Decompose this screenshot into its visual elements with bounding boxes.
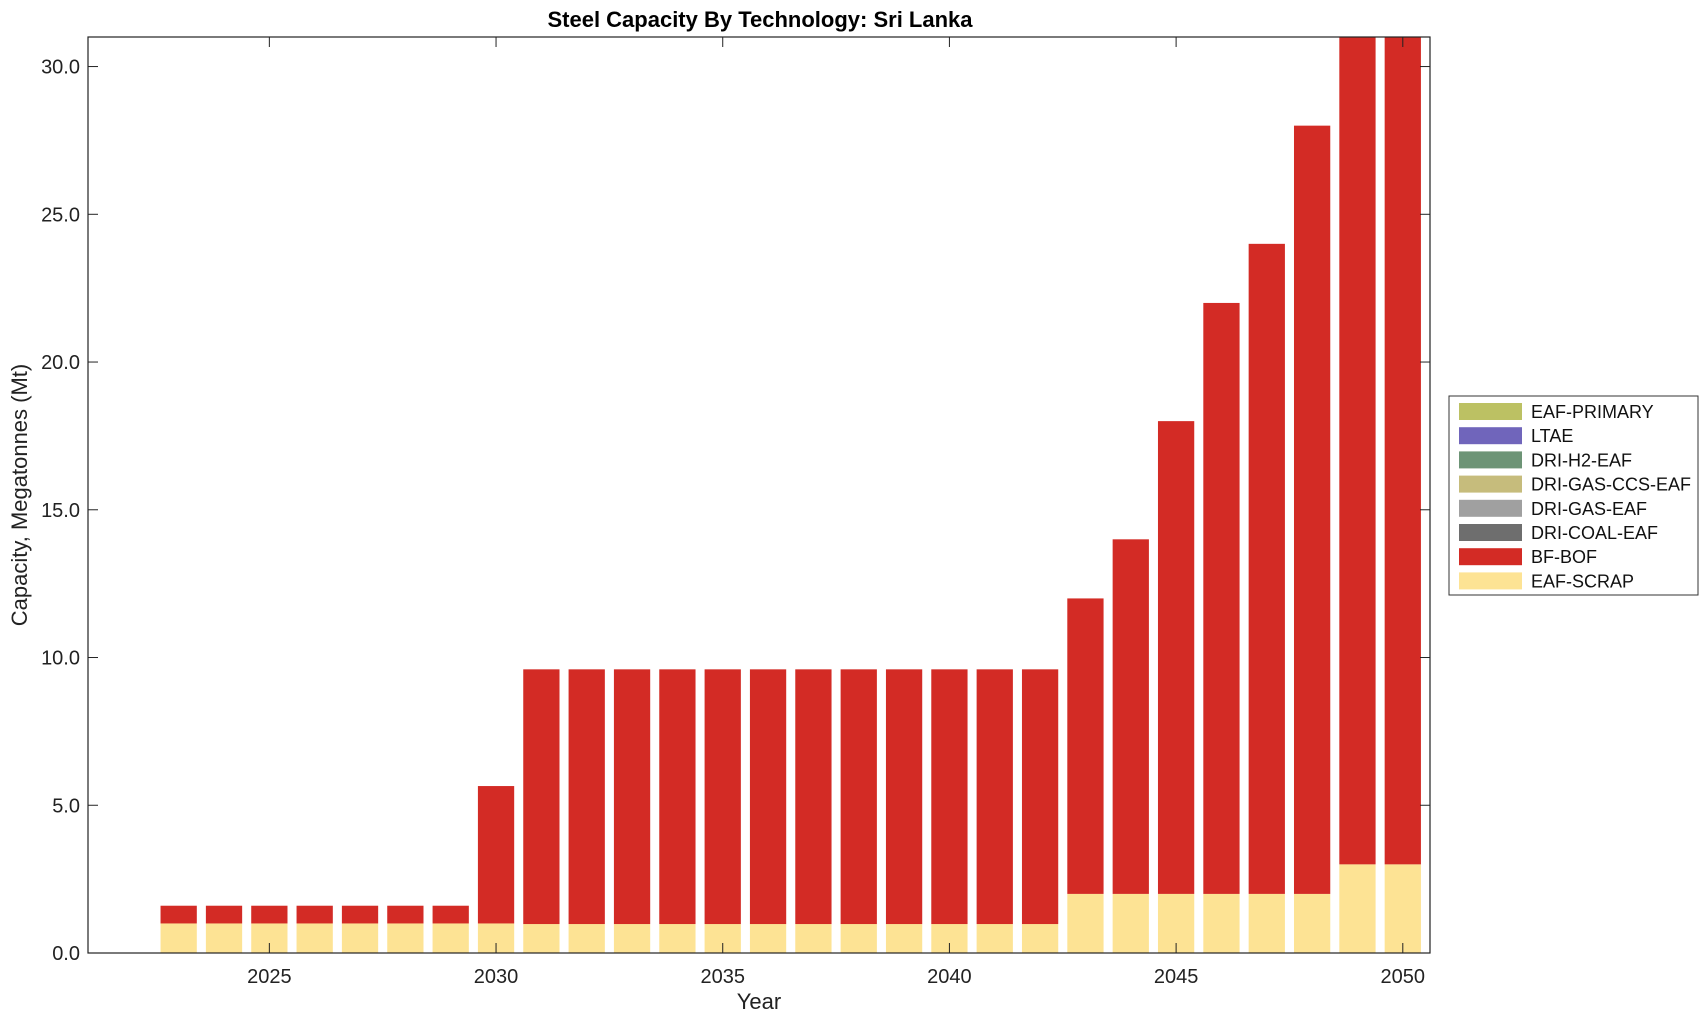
- bar-bf-bof-2045: [1157, 421, 1195, 894]
- bar-bf-bof-2038: [840, 669, 877, 925]
- bar-bf-bof-2024: [205, 905, 243, 924]
- bar-bf-bof-2035: [704, 669, 741, 925]
- bar-eaf-scrap-2039: [885, 924, 923, 953]
- axes-layer: 0.0 5.0 10.0 15.0 20.0 25.0 30.0 2025 2030 2035 20…: [41, 37, 1430, 988]
- chart-title: Steel Capacity By Technology: Sri Lanka: [547, 7, 973, 32]
- bar-eaf-scrap-2047: [1248, 893, 1285, 953]
- x-tick-label-2030: 2030: [474, 966, 519, 988]
- legend: EAF-PRIMARY LTAE DRI-H2-EAF DRI-GAS-CCS-EAF…: [1448, 395, 1699, 596]
- bar-bf-bof-2026: [296, 905, 333, 924]
- legend-label-ltae: LTAE: [1531, 426, 1573, 446]
- bar-eaf-scrap-2027: [341, 923, 379, 953]
- bar-bf-bof-2048: [1293, 125, 1331, 894]
- legend-label-bf-bof: BF-BOF: [1531, 547, 1597, 567]
- bar-bf-bof-2027: [341, 905, 379, 924]
- legend-swatch-dri-gas-eaf: [1459, 499, 1522, 517]
- legend-label-eaf-primary: EAF-PRIMARY: [1531, 402, 1654, 422]
- bar-bf-bof-2042: [1021, 669, 1059, 925]
- bar-eaf-scrap-2049: [1339, 864, 1376, 953]
- x-axis-label: Year: [737, 989, 781, 1014]
- legend-label-dri-gas-eaf: DRI-GAS-EAF: [1531, 499, 1647, 519]
- bar-bf-bof-2040: [931, 669, 968, 925]
- y-tick-label-10: 10.0: [41, 648, 80, 670]
- bar-eaf-scrap-2037: [795, 924, 832, 953]
- bars-layer: [160, 37, 1421, 953]
- bar-bf-bof-2046: [1203, 302, 1240, 894]
- bar-eaf-scrap-2036: [749, 924, 787, 953]
- legend-swatch-eaf-scrap: [1459, 572, 1522, 590]
- bar-eaf-scrap-2038: [840, 924, 877, 953]
- bar-eaf-scrap-2046: [1203, 893, 1240, 953]
- bar-eaf-scrap-2023: [160, 923, 197, 953]
- legend-label-dri-gas-ccs-eaf: DRI-GAS-CCS-EAF: [1531, 475, 1691, 495]
- y-tick-label-5: 5.0: [52, 795, 80, 817]
- bar-bf-bof-2023: [160, 905, 197, 924]
- bar-bf-bof-2030: [477, 786, 515, 924]
- y-axis-label: Capacity, Megatonnes (Mt): [7, 364, 32, 626]
- bar-eaf-scrap-2033: [613, 924, 651, 953]
- bar-bf-bof-2050: [1384, 37, 1421, 865]
- bar-eaf-scrap-2026: [296, 923, 333, 953]
- y-tick-label-0: 0.0: [52, 943, 80, 965]
- legend-label-dri-coal-eaf: DRI-COAL-EAF: [1531, 523, 1658, 543]
- y-tick-label-25: 25.0: [41, 204, 80, 226]
- bar-eaf-scrap-2032: [568, 924, 605, 953]
- bar-eaf-scrap-2044: [1112, 893, 1149, 953]
- bar-eaf-scrap-2043: [1067, 893, 1104, 953]
- bar-eaf-scrap-2041: [976, 924, 1013, 953]
- bar-bf-bof-2043: [1067, 598, 1104, 894]
- y-tick-label-20: 20.0: [41, 352, 80, 374]
- y-tick-label-15: 15.0: [41, 500, 80, 522]
- x-tick-label-2040: 2040: [927, 966, 972, 988]
- legend-swatch-dri-gas-ccs-eaf: [1459, 475, 1522, 493]
- legend-swatch-bf-bof: [1459, 548, 1522, 566]
- bar-eaf-scrap-2029: [432, 923, 469, 953]
- bar-bf-bof-2025: [251, 905, 288, 924]
- bar-eaf-scrap-2048: [1293, 893, 1331, 953]
- bar-bf-bof-2049: [1339, 37, 1376, 865]
- bar-bf-bof-2028: [387, 905, 424, 924]
- bar-eaf-scrap-2024: [205, 923, 243, 953]
- bar-eaf-scrap-2028: [387, 923, 424, 953]
- bar-bf-bof-2029: [432, 905, 469, 924]
- bar-eaf-scrap-2034: [659, 924, 696, 953]
- bar-eaf-scrap-2050: [1384, 864, 1421, 953]
- bar-bf-bof-2047: [1248, 243, 1285, 894]
- bar-bf-bof-2031: [523, 669, 560, 925]
- bar-eaf-scrap-2042: [1021, 924, 1059, 953]
- bar-bf-bof-2033: [613, 669, 651, 925]
- legend-swatch-dri-coal-eaf: [1459, 524, 1522, 541]
- legend-swatch-ltae: [1459, 427, 1522, 445]
- x-tick-label-2045: 2045: [1154, 966, 1199, 988]
- x-tick-label-2035: 2035: [700, 966, 745, 988]
- bar-bf-bof-2039: [885, 669, 923, 925]
- legend-label-eaf-scrap: EAF-SCRAP: [1531, 571, 1634, 591]
- bar-bf-bof-2041: [976, 669, 1013, 925]
- legend-label-dri-h2-eaf: DRI-H2-EAF: [1531, 450, 1632, 470]
- x-tick-label-2025: 2025: [247, 966, 292, 988]
- bar-eaf-scrap-2031: [523, 924, 560, 953]
- bar-bf-bof-2032: [568, 669, 605, 925]
- bar-bf-bof-2037: [795, 669, 832, 925]
- plot-frame: [87, 36, 1431, 954]
- y-tick-label-30: 30.0: [41, 57, 80, 79]
- x-tick-label-2050: 2050: [1381, 966, 1426, 988]
- bar-bf-bof-2036: [749, 669, 787, 925]
- bar-bf-bof-2034: [659, 669, 696, 925]
- legend-swatch-eaf-primary: [1459, 403, 1522, 420]
- bar-bf-bof-2044: [1112, 539, 1149, 894]
- legend-swatch-dri-h2-eaf: [1459, 451, 1522, 469]
